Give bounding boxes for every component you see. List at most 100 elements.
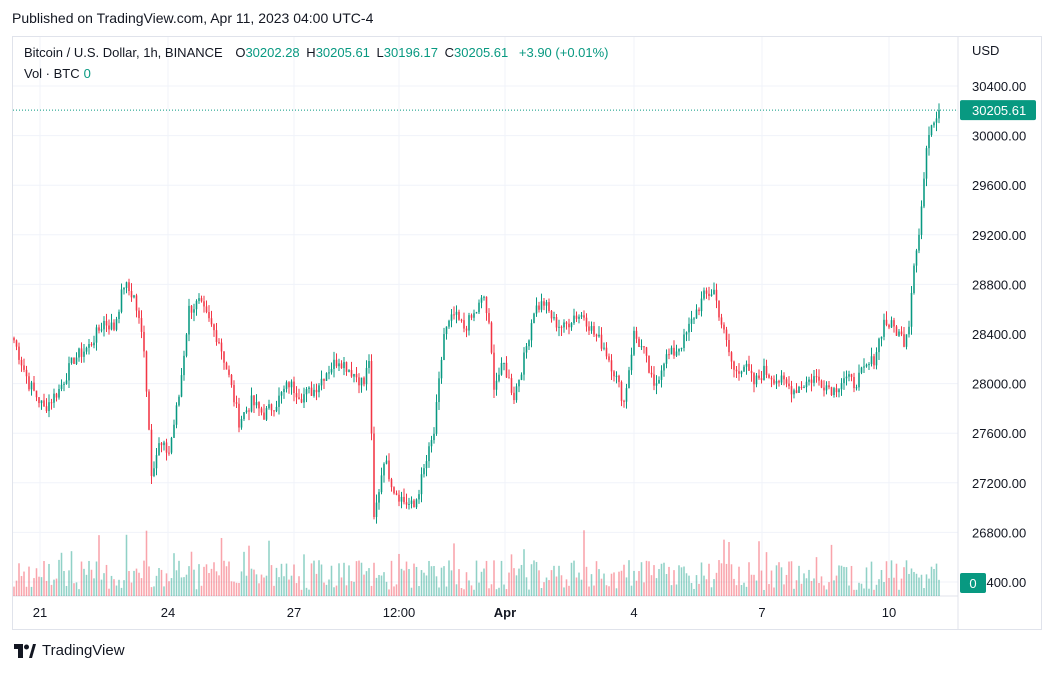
candle-body[interactable] (730, 352, 733, 362)
candle-body[interactable] (23, 365, 25, 370)
candle-body[interactable] (675, 351, 678, 356)
candle-body[interactable] (555, 317, 558, 328)
candle-body[interactable] (563, 322, 565, 328)
candle-body[interactable] (680, 347, 683, 349)
candle-body[interactable] (173, 424, 175, 438)
candle-body[interactable] (380, 475, 383, 493)
candle-body[interactable] (898, 331, 900, 336)
candle-body[interactable] (795, 390, 798, 393)
candle-body[interactable] (740, 371, 743, 374)
candle-body[interactable] (308, 387, 310, 390)
candle-body[interactable] (358, 377, 360, 386)
candle-body[interactable] (240, 418, 243, 428)
candle-body[interactable] (188, 305, 190, 335)
candle-body[interactable] (923, 178, 925, 207)
candle-body[interactable] (663, 363, 665, 371)
candle-body[interactable] (410, 500, 413, 504)
candle-body[interactable] (108, 325, 110, 330)
candle-body[interactable] (430, 440, 433, 447)
candle-body[interactable] (325, 373, 328, 381)
candle-body[interactable] (773, 379, 775, 384)
candle-body[interactable] (205, 306, 208, 313)
candle-body[interactable] (850, 374, 853, 377)
candle-body[interactable] (285, 382, 288, 389)
candle-body[interactable] (853, 376, 855, 389)
candle-body[interactable] (628, 370, 630, 389)
candle-body[interactable] (115, 318, 118, 330)
candle-body[interactable] (330, 369, 333, 373)
candle-body[interactable] (495, 380, 498, 390)
candle-body[interactable] (880, 336, 883, 339)
candle-body[interactable] (513, 392, 515, 401)
candle-body[interactable] (758, 375, 760, 379)
candle-body[interactable] (165, 442, 168, 453)
candle-body[interactable] (690, 318, 693, 324)
candle-body[interactable] (683, 334, 685, 348)
candle-body[interactable] (885, 319, 888, 325)
candle-body[interactable] (703, 290, 705, 299)
candle-body[interactable] (855, 387, 858, 389)
candle-body[interactable] (768, 374, 770, 378)
candle-body[interactable] (575, 315, 578, 319)
candle-body[interactable] (78, 348, 80, 358)
candle-body[interactable] (258, 402, 260, 409)
candle-body[interactable] (503, 362, 505, 364)
candle-body[interactable] (403, 496, 405, 503)
candle-body[interactable] (148, 391, 150, 430)
candle-body[interactable] (793, 390, 795, 395)
candle-body[interactable] (313, 389, 315, 396)
candle-body[interactable] (160, 443, 163, 446)
candle-body[interactable] (483, 296, 485, 298)
candle-body[interactable] (693, 318, 695, 320)
candle-body[interactable] (328, 372, 330, 374)
candle-body[interactable] (383, 463, 385, 476)
candle-body[interactable] (535, 305, 538, 314)
candle-body[interactable] (185, 334, 188, 356)
candle-body[interactable] (73, 357, 75, 364)
candle-body[interactable] (58, 388, 60, 398)
candle-body[interactable] (435, 402, 438, 434)
candle-body[interactable] (640, 346, 643, 348)
candle-body[interactable] (560, 326, 563, 328)
candle-body[interactable] (470, 315, 473, 318)
candle-body[interactable] (698, 309, 700, 312)
candle-body[interactable] (493, 352, 495, 390)
candle-body[interactable] (830, 387, 833, 396)
candle-body[interactable] (590, 326, 593, 331)
candle-body[interactable] (138, 310, 140, 319)
candle-body[interactable] (85, 347, 88, 352)
candle-body[interactable] (670, 347, 673, 355)
candle-body[interactable] (838, 389, 840, 393)
candle-body[interactable] (500, 362, 503, 375)
candle-body[interactable] (223, 351, 225, 363)
candle-body[interactable] (748, 363, 750, 371)
candle-body[interactable] (653, 374, 655, 386)
candle-body[interactable] (155, 455, 158, 469)
candle-body[interactable] (925, 148, 928, 179)
candle-body[interactable] (230, 374, 233, 386)
candle-body[interactable] (455, 311, 458, 315)
candle-body[interactable] (760, 378, 763, 380)
candle-body[interactable] (750, 370, 753, 374)
candle-body[interactable] (598, 334, 600, 337)
candle-body[interactable] (533, 313, 535, 324)
candle-body[interactable] (798, 386, 800, 393)
candle-body[interactable] (580, 315, 583, 317)
candle-body[interactable] (573, 315, 575, 324)
candle-body[interactable] (505, 362, 508, 378)
candle-body[interactable] (920, 206, 923, 235)
candle-body[interactable] (270, 404, 273, 411)
candle-body[interactable] (818, 376, 820, 381)
candle-body[interactable] (238, 403, 240, 428)
candle-body[interactable] (620, 381, 623, 401)
candle-body[interactable] (518, 379, 520, 387)
candle-body[interactable] (913, 265, 915, 293)
candle-body[interactable] (335, 359, 338, 367)
candle-body[interactable] (440, 359, 443, 379)
candle-body[interactable] (480, 297, 483, 303)
candle-body[interactable] (728, 339, 730, 353)
candle-body[interactable] (790, 386, 793, 395)
candle-body[interactable] (373, 433, 375, 518)
candle-body[interactable] (225, 362, 228, 370)
